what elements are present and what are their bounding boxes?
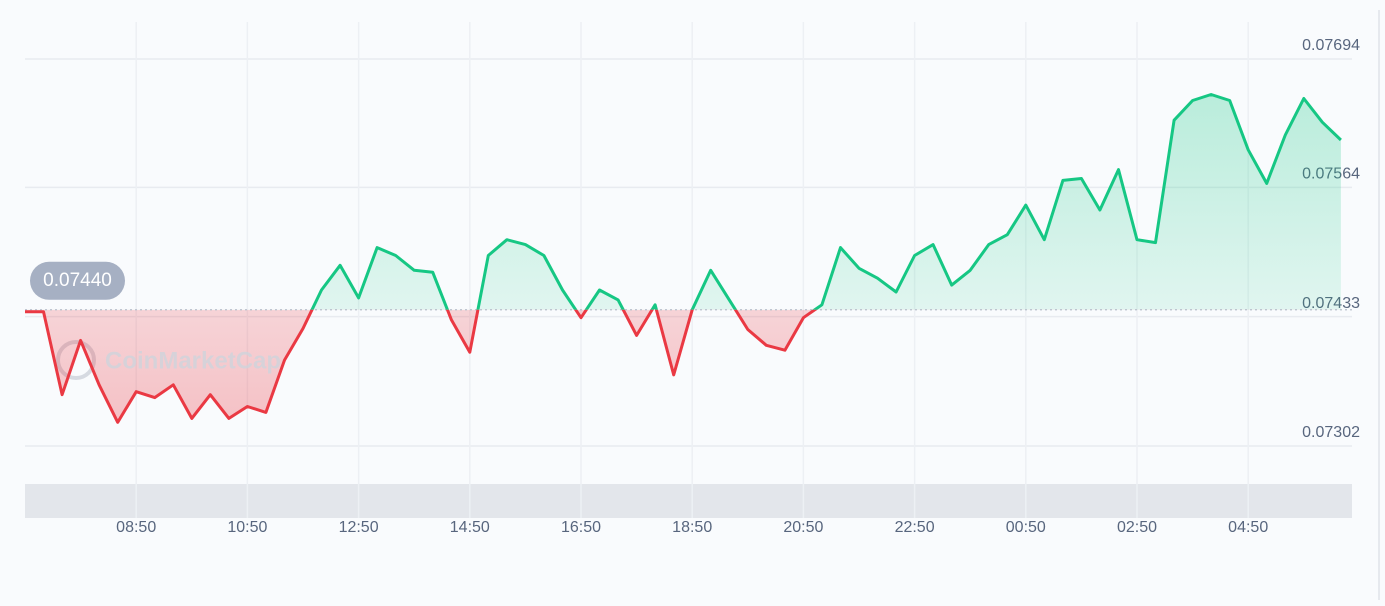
x-tick-label: 16:50 <box>561 519 601 536</box>
x-tick-label: 08:50 <box>116 519 156 536</box>
x-tick-label: 10:50 <box>227 519 267 536</box>
y-tick-label: 0.07302 <box>1302 424 1360 441</box>
x-tick-label: 00:50 <box>1006 519 1046 536</box>
x-tick-label: 04:50 <box>1228 519 1268 536</box>
x-tick-label: 22:50 <box>895 519 935 536</box>
x-tick-label: 02:50 <box>1117 519 1157 536</box>
x-tick-label: 18:50 <box>672 519 712 536</box>
x-tick-label: 20:50 <box>783 519 823 536</box>
x-tick-label: 14:50 <box>450 519 490 536</box>
x-tick-label: 12:50 <box>339 519 379 536</box>
baseline-badge <box>30 261 125 300</box>
price-line-down <box>25 309 818 424</box>
price-line-up <box>310 93 1342 310</box>
watermark: CoinMarketCap <box>105 347 281 374</box>
area-up <box>25 94 1341 310</box>
volume-band <box>25 484 1352 518</box>
y-tick-label: 0.07694 <box>1302 37 1360 54</box>
baseline-label: 0.07440 <box>43 270 112 291</box>
area-down <box>25 309 815 423</box>
